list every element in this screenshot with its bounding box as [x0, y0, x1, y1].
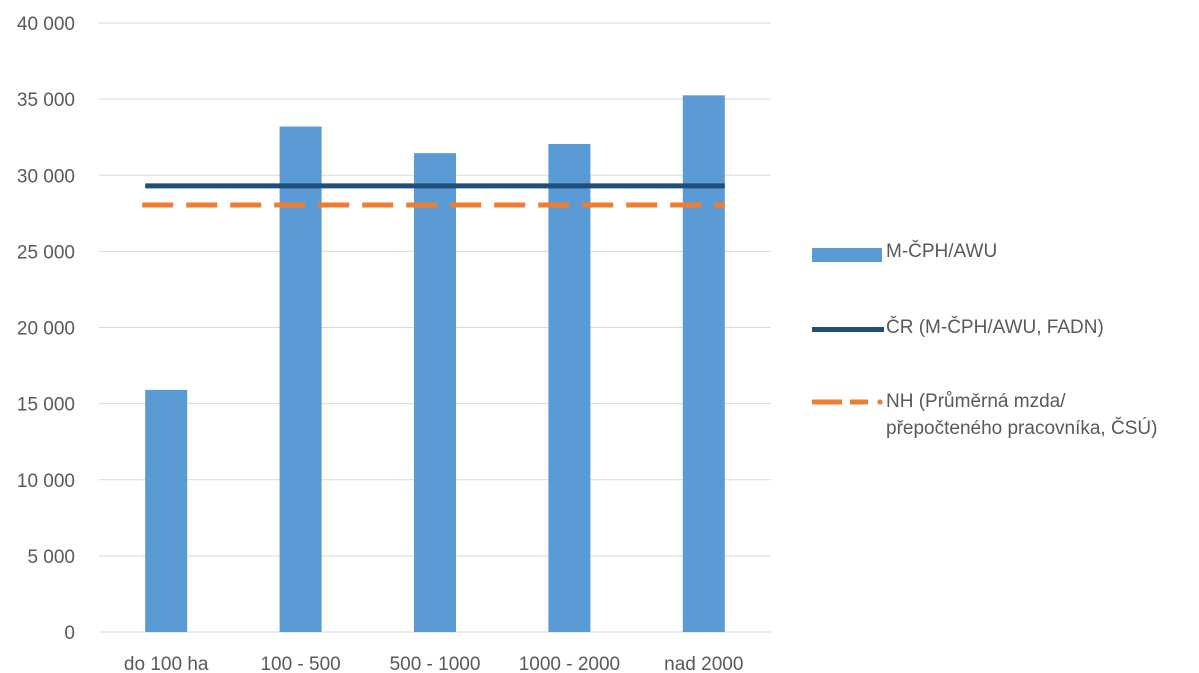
legend-label-wage-line: NH (Průměrná mzda/ přepočteného pracovní… — [886, 391, 1158, 439]
lines-layer — [142, 183, 725, 208]
y-tick-label: 30 000 — [17, 166, 75, 187]
y-tick-label: 20 000 — [17, 319, 75, 340]
bar-1 — [279, 126, 322, 632]
legend-swatch-wage-line — [812, 399, 883, 405]
x-tick-label: nad 2000 — [664, 654, 743, 673]
y-tick-label: 40 000 — [17, 14, 75, 35]
bar-4 — [682, 95, 725, 633]
legend-swatch-bar — [812, 248, 882, 262]
legend-swatch-national-line — [812, 327, 884, 332]
bar-2 — [414, 153, 456, 632]
x-tick-label: 500 - 1000 — [390, 654, 481, 673]
legend-label-bar: M-ČPH/AWU — [886, 241, 998, 262]
x-tick-label: 100 - 500 — [260, 654, 340, 673]
y-tick-label: 15 000 — [17, 395, 75, 416]
x-axis-ticks: do 100 ha 100 - 500 500 - 1000 1000 - 2000 n… — [124, 654, 743, 673]
legend-item-bar: M-ČPH/AWU — [812, 238, 997, 274]
legend-label-national-line: ČR (M-ČPH/AWU, FADN) — [886, 317, 1104, 338]
bar-0 — [145, 389, 188, 632]
bar-3 — [548, 144, 591, 632]
y-axis-ticks: 0 5 000 10 000 15 000 20 000 25 000 30 000 35 0… — [17, 14, 75, 644]
y-tick-label: 25 000 — [17, 242, 75, 263]
y-tick-label: 5 000 — [27, 547, 75, 568]
y-tick-label: 35 000 — [17, 90, 75, 111]
x-tick-label: do 100 ha — [124, 654, 209, 673]
legend-item-national-line: ČR (M-ČPH/AWU, FADN) — [812, 314, 1104, 350]
y-tick-label: 0 — [64, 623, 75, 644]
bars-layer — [145, 95, 725, 633]
y-tick-label: 10 000 — [17, 471, 75, 492]
x-tick-label: 1000 - 2000 — [519, 654, 620, 673]
legend-item-wage-line: NH (Průměrná mzda/ přepočteného pracovní… — [812, 388, 1199, 442]
